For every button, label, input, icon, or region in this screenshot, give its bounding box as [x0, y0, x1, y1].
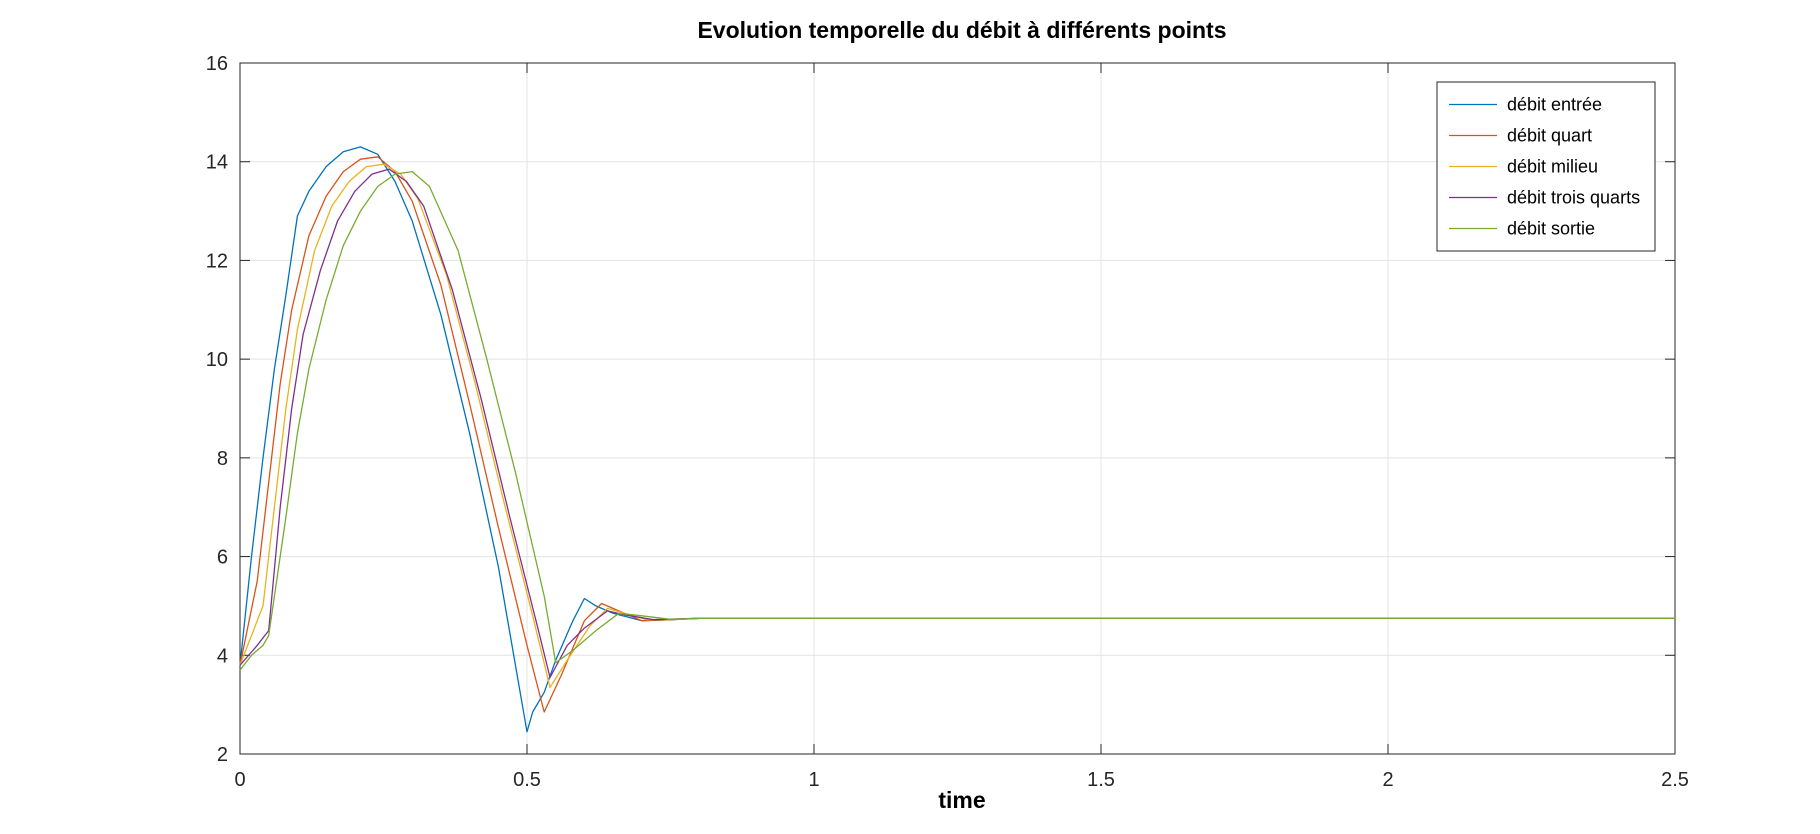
y-tick-label: 16	[206, 53, 228, 75]
legend-entry-label: débit sortie	[1507, 219, 1595, 239]
chart-title: Evolution temporelle du débit à différen…	[697, 17, 1226, 43]
x-tick-label: 1.5	[1087, 769, 1115, 791]
legend-entry-label: débit entrée	[1507, 95, 1602, 115]
y-tick-label: 10	[206, 349, 228, 371]
y-tick-label: 8	[217, 448, 228, 470]
y-tick-label: 12	[206, 250, 228, 272]
series-line-5	[239, 170, 1675, 671]
x-tick-label: 2	[1382, 769, 1393, 791]
series-group	[239, 146, 1675, 733]
x-axis-label: time	[938, 787, 985, 813]
x-tick-label: 1	[808, 769, 819, 791]
legend: débit entrée débit quart débit milieu débit…	[1436, 81, 1656, 252]
y-tick-label: 14	[206, 152, 228, 174]
legend-entry-label: débit milieu	[1507, 157, 1598, 177]
legend-entry-label: débit quart	[1507, 126, 1592, 146]
y-tick-label: 4	[217, 645, 228, 667]
axis-ticks: 0 0.5 1 1.5 2 2.5 2 4 6 8 10 12 14 16	[206, 53, 1689, 791]
legend-entry-label: débit trois quarts	[1507, 188, 1640, 208]
y-tick-label: 2	[217, 744, 228, 766]
y-tick-label: 6	[217, 547, 228, 569]
x-tick-label: 2.5	[1661, 769, 1689, 791]
x-tick-label: 0	[234, 769, 245, 791]
plot-area	[239, 62, 1676, 755]
x-tick-label: 0.5	[513, 769, 541, 791]
